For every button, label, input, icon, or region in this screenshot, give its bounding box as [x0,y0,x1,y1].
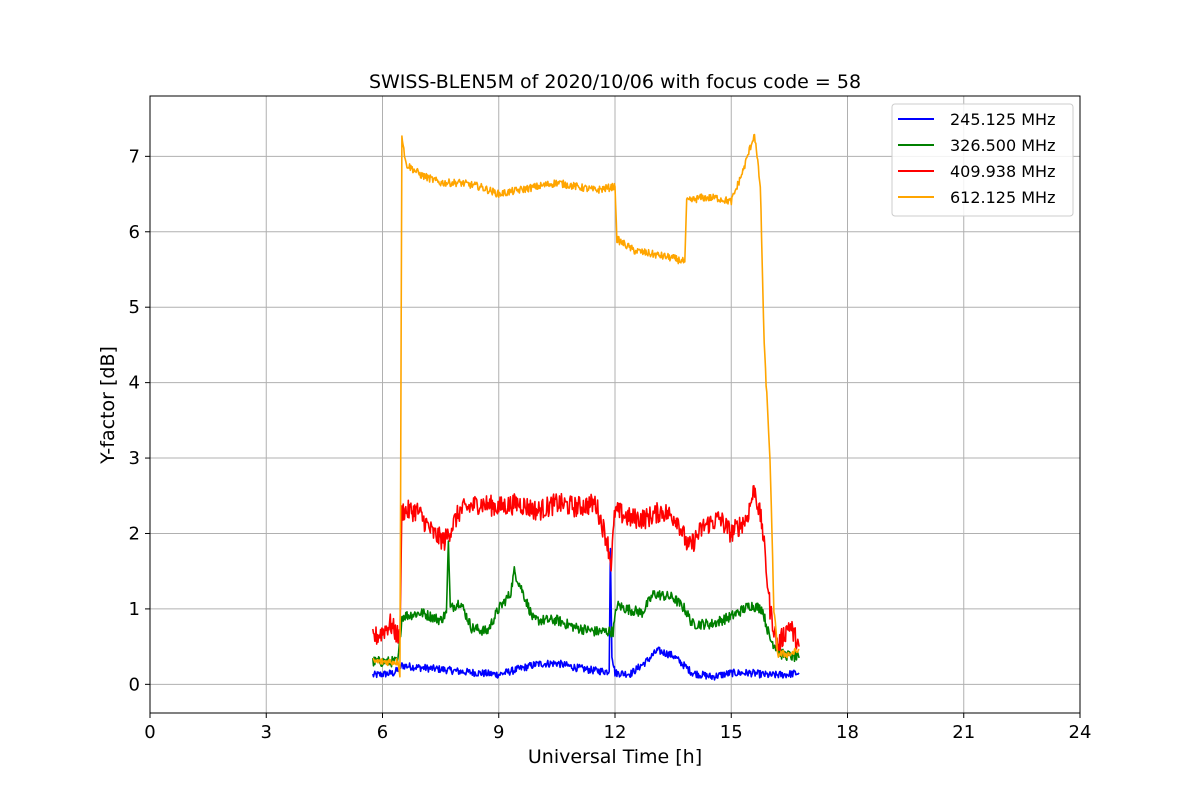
series-line [372,547,800,681]
y-tick-label: 5 [129,297,140,318]
x-axis-label: Universal Time [h] [528,746,702,768]
y-tick-label: 6 [129,222,140,243]
x-tick-label: 12 [604,722,627,743]
series-line [372,540,800,668]
x-tick-label: 24 [1069,722,1092,743]
y-tick-label: 2 [129,523,140,544]
series-layer [372,133,800,681]
y-tick-label: 4 [129,373,140,394]
series-line [372,485,800,652]
legend-label: 245.125 MHz [950,110,1055,129]
x-tick-label: 9 [493,722,504,743]
legend-label: 326.500 MHz [950,136,1055,155]
series-line [372,133,800,678]
chart-title: SWISS-BLEN5M of 2020/10/06 with focus co… [369,71,861,93]
y-tick-label: 7 [129,146,140,167]
y-tick-label: 3 [129,448,140,469]
y-axis-label: Y-factor [dB] [97,346,119,465]
x-axis: 0 3 6 9 12 15 18 21 24 [144,713,1091,743]
legend: 245.125 MHz 326.500 MHz 409.938 MHz 612.125… [891,103,1074,217]
y-tick-label: 0 [129,674,140,695]
y-axis: 0 1 2 3 4 5 6 7 [129,146,150,695]
x-tick-label: 3 [261,722,272,743]
x-tick-label: 21 [952,722,975,743]
x-tick-label: 6 [377,722,388,743]
legend-box [891,103,1074,217]
legend-label: 612.125 MHz [950,188,1055,207]
x-tick-label: 18 [836,722,859,743]
x-tick-label: 0 [144,722,155,743]
legend-label: 409.938 MHz [950,162,1055,181]
y-tick-label: 1 [129,599,140,620]
x-tick-label: 15 [720,722,743,743]
